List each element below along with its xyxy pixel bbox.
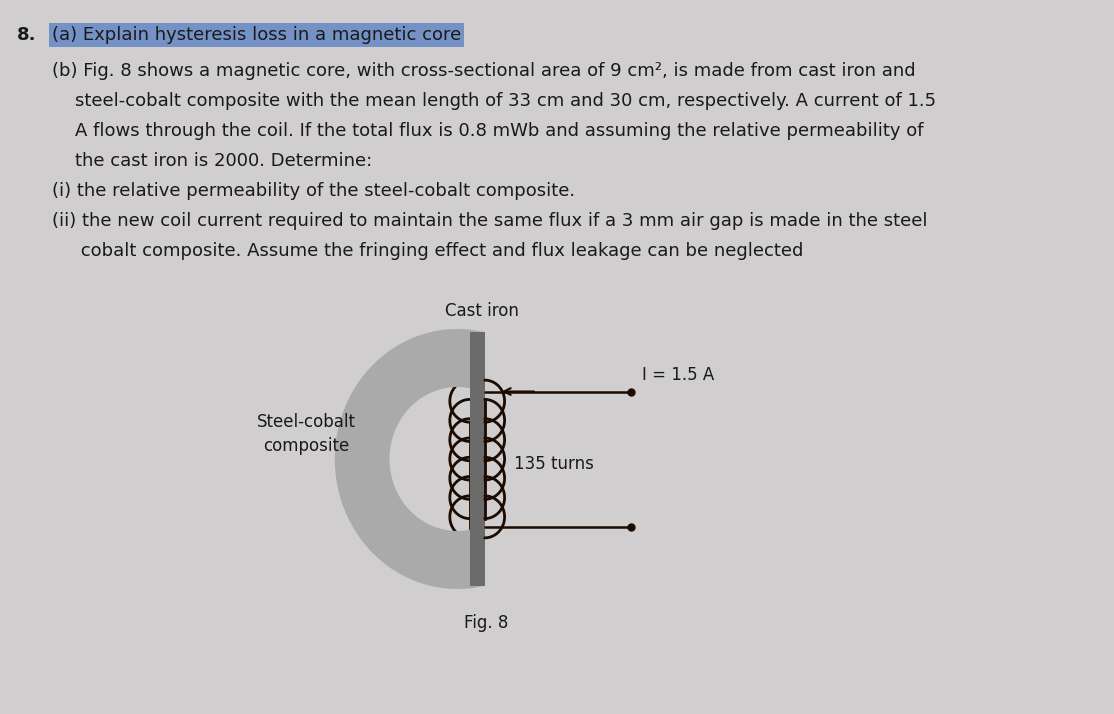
Text: (b) Fig. 8 shows a magnetic core, with cross-sectional area of 9 cm², is made fr: (b) Fig. 8 shows a magnetic core, with c… (52, 62, 916, 80)
Text: (a) Explain hysteresis loss in a magnetic core: (a) Explain hysteresis loss in a magneti… (52, 26, 461, 44)
Text: the cast iron is 2000. Determine:: the cast iron is 2000. Determine: (52, 152, 372, 170)
Bar (470, 332, 485, 586)
Text: Cast iron: Cast iron (444, 302, 519, 320)
Text: 8.: 8. (17, 26, 37, 44)
Polygon shape (335, 329, 482, 589)
Text: Steel-cobalt
composite: Steel-cobalt composite (257, 413, 356, 455)
Text: Fig. 8: Fig. 8 (463, 614, 508, 632)
Polygon shape (471, 332, 485, 388)
Text: I = 1.5 A: I = 1.5 A (643, 366, 714, 383)
Text: (ii) the new coil current required to maintain the same flux if a 3 mm air gap i: (ii) the new coil current required to ma… (52, 212, 927, 230)
Polygon shape (471, 529, 485, 586)
Text: cobalt composite. Assume the fringing effect and flux leakage can be neglected: cobalt composite. Assume the fringing ef… (52, 242, 803, 260)
Text: 135 turns: 135 turns (514, 455, 594, 473)
Text: steel-cobalt composite with the mean length of 33 cm and 30 cm, respectively. A : steel-cobalt composite with the mean len… (52, 92, 936, 110)
Text: (i) the relative permeability of the steel-cobalt composite.: (i) the relative permeability of the ste… (52, 182, 575, 200)
Text: A flows through the coil. If the total flux is 0.8 mWb and assuming the relative: A flows through the coil. If the total f… (52, 122, 924, 140)
